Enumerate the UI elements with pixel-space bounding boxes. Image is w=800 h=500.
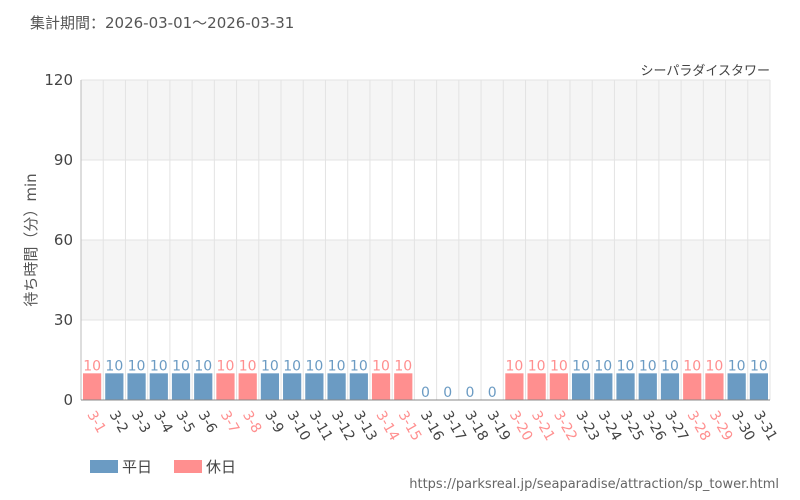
- x-tick-label: 3-4: [150, 408, 175, 436]
- data-label: 10: [617, 358, 635, 374]
- data-label: 10: [105, 358, 123, 374]
- bar: [660, 373, 680, 400]
- data-label: 10: [706, 358, 724, 374]
- data-label: 10: [239, 358, 257, 374]
- legend-label-weekday: 平日: [122, 458, 152, 476]
- data-label: 10: [305, 358, 323, 374]
- legend-label-holiday: 休日: [206, 458, 236, 476]
- chart-title: シーパラダイスタワー: [641, 64, 770, 79]
- x-tick-label: 3-9: [261, 408, 286, 436]
- data-label: 10: [728, 358, 746, 374]
- x-tick-label: 3-5: [172, 408, 197, 436]
- data-label: 10: [594, 358, 612, 374]
- y-tick-label: 60: [54, 231, 73, 249]
- data-label: 10: [639, 358, 657, 374]
- data-label: 10: [217, 358, 235, 374]
- x-tick-label: 3-8: [239, 408, 264, 436]
- data-label: 0: [465, 385, 474, 401]
- bar: [705, 373, 724, 400]
- bar: [749, 373, 768, 400]
- data-label: 10: [261, 358, 279, 374]
- period-label: 集計期間：2026-03-01～2026-03-31: [30, 14, 294, 32]
- bar: [327, 373, 346, 400]
- bar: [105, 373, 124, 400]
- data-label: 10: [394, 358, 412, 374]
- data-label: 10: [505, 358, 523, 374]
- data-label: 10: [572, 358, 590, 374]
- bar: [371, 373, 391, 400]
- legend-swatch-holiday: [174, 460, 202, 473]
- data-labels: 10 10 10 10 10 10 10 10 10 10 10 10 10 10 100 0 0 010 10 10…: [83, 358, 768, 401]
- bar: [571, 373, 591, 400]
- bar: [349, 373, 368, 400]
- x-tick-label: 3-6: [195, 408, 220, 436]
- data-label: 10: [83, 358, 101, 374]
- bar: [283, 373, 302, 400]
- bar: [260, 373, 280, 400]
- x-axis-ticks: 3-13-23-33-43-53-63-73-83-93-103-113-123…: [83, 408, 780, 444]
- bar: [594, 373, 613, 400]
- x-tick-label: 3-3: [128, 408, 153, 436]
- bar: [171, 373, 191, 400]
- bar: [305, 373, 324, 400]
- x-tick-label: 3-1: [83, 408, 108, 436]
- plot-band: [81, 80, 770, 160]
- data-label: 0: [443, 385, 452, 401]
- bar: [394, 373, 413, 400]
- x-tick-label: 3-2: [106, 408, 131, 436]
- y-tick-label: 30: [54, 311, 73, 329]
- data-label: 10: [661, 358, 679, 374]
- plot-background: [81, 80, 770, 400]
- bar: [238, 373, 257, 400]
- data-label: 10: [750, 358, 768, 374]
- bar: [83, 373, 102, 400]
- legend: 平日 休日: [90, 458, 236, 476]
- bar: [216, 373, 235, 400]
- data-label: 0: [488, 385, 497, 401]
- data-label: 10: [328, 358, 346, 374]
- bar: [527, 373, 546, 400]
- y-tick-label: 90: [54, 151, 73, 169]
- data-label: 0: [421, 385, 430, 401]
- data-label: 10: [550, 358, 568, 374]
- bar: [149, 373, 168, 400]
- data-label: 10: [128, 358, 146, 374]
- y-axis-label: 待ち時間（分）min: [22, 173, 40, 306]
- y-tick-label: 0: [63, 391, 73, 409]
- data-label: 10: [372, 358, 390, 374]
- data-label: 10: [350, 358, 368, 374]
- bars: [83, 373, 768, 400]
- data-label: 10: [194, 358, 212, 374]
- data-label: 10: [283, 358, 301, 374]
- source-url: https://parksreal.jp/seaparadise/attract…: [409, 477, 779, 492]
- data-label: 10: [683, 358, 701, 374]
- data-label: 10: [172, 358, 190, 374]
- plot-band: [81, 240, 770, 320]
- x-tick-label: 3-7: [217, 408, 242, 436]
- plot-band: [81, 160, 770, 240]
- bar: [194, 373, 213, 400]
- bar: [683, 373, 702, 400]
- y-axis-ticks: 0 30 60 90 120: [44, 71, 73, 409]
- bar: [549, 373, 568, 400]
- bar: [638, 373, 657, 400]
- bar: [505, 373, 524, 400]
- x-tick-label: 3-31: [750, 408, 780, 444]
- bar: [127, 373, 146, 400]
- bar: [727, 373, 746, 400]
- bar: [616, 373, 635, 400]
- data-label: 10: [150, 358, 168, 374]
- y-tick-label: 120: [44, 71, 73, 89]
- data-label: 10: [528, 358, 546, 374]
- legend-swatch-weekday: [90, 460, 118, 473]
